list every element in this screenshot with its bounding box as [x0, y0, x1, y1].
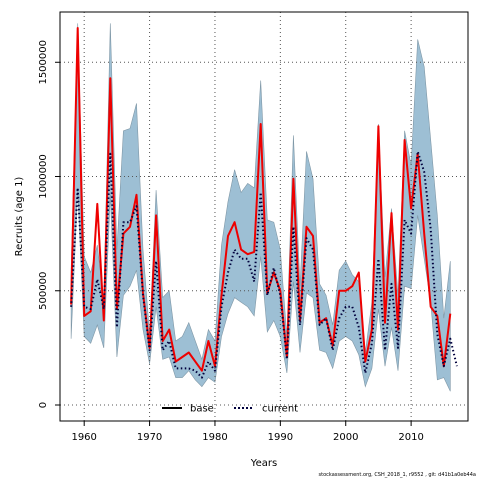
x-tick-label: 1960	[71, 432, 96, 443]
x-tick-label: 2000	[333, 432, 358, 443]
confidence-band-layer	[70, 23, 451, 392]
confidence-band	[70, 23, 451, 392]
y-axis: 0 500000 1000000 1500000	[38, 40, 60, 408]
y-axis-label: Recruits (age 1)	[14, 177, 25, 257]
x-tick-label: 1990	[268, 432, 293, 443]
x-tick-label: 2010	[398, 432, 423, 443]
grid-layer	[60, 12, 468, 421]
y-tick-label: 1000000	[38, 154, 49, 199]
y-tick-label: 1500000	[38, 40, 49, 85]
series-line-current	[70, 150, 458, 379]
legend-label-base: base	[190, 404, 214, 415]
legend: base current	[162, 404, 298, 415]
series-layer	[70, 27, 458, 379]
x-axis-label: Years	[250, 458, 277, 469]
series-line-base	[70, 27, 452, 372]
y-tick-label: 500000	[38, 272, 49, 310]
footer-note: stockassessment.org, CSH_2018_1, r9552 ,…	[318, 472, 476, 478]
x-axis: 1960 1970 1980 1990 2000 2010	[71, 421, 424, 443]
y-tick-label: 0	[38, 402, 49, 408]
legend-label-current: current	[262, 404, 298, 415]
x-tick-label: 1970	[137, 432, 162, 443]
x-tick-label: 1980	[202, 432, 227, 443]
plot-frame	[59, 11, 469, 422]
